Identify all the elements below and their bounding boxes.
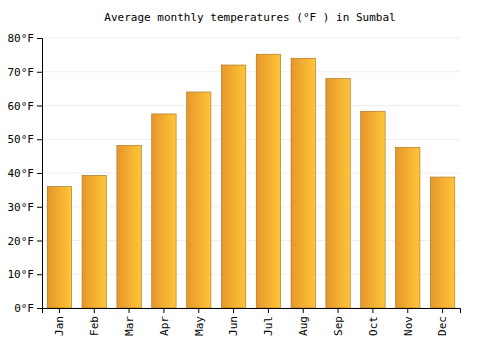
x-tick: Oct xyxy=(367,308,380,336)
grid-line xyxy=(42,105,460,106)
x-tick-mark xyxy=(442,308,443,313)
bar xyxy=(361,111,385,308)
x-tick: Mar xyxy=(123,308,136,336)
y-tick-label: 70°F xyxy=(8,66,35,79)
bar xyxy=(396,147,420,308)
y-axis-line xyxy=(37,39,43,309)
x-tick-mark xyxy=(338,308,339,313)
x-tick-mark xyxy=(129,308,130,313)
x-tick-label: May xyxy=(193,316,206,336)
y-tick-mark xyxy=(37,72,42,73)
grid xyxy=(42,38,460,308)
grid-line xyxy=(42,71,460,72)
bar xyxy=(256,54,280,308)
y-tick: 0°F xyxy=(14,302,42,315)
y-tick-mark xyxy=(37,139,42,140)
y-tick-label: 80°F xyxy=(8,32,35,45)
x-tick-label: Jul xyxy=(262,316,275,336)
bar xyxy=(152,114,176,308)
bar xyxy=(47,187,71,309)
x-tick: Feb xyxy=(88,308,101,336)
y-tick: 60°F xyxy=(8,100,43,113)
x-tick-label: Aug xyxy=(297,316,310,336)
x-tick: Jun xyxy=(227,308,240,336)
x-tick: Jul xyxy=(262,308,275,336)
y-tick-label: 30°F xyxy=(8,201,35,214)
grid-line xyxy=(42,139,460,140)
bar xyxy=(326,79,350,309)
y-tick-label: 60°F xyxy=(8,100,35,113)
y-tick-mark xyxy=(37,308,42,309)
bar xyxy=(291,58,315,308)
plot-area: 0°F 10°F 20°F 30°F 40°F 50°F 60°F 70°F 80°F Jan Fe… xyxy=(8,32,461,336)
x-tick-label: Oct xyxy=(367,316,380,336)
x-tick-label: Dec xyxy=(436,316,449,336)
x-tick-mark xyxy=(94,308,95,313)
x-tick-label: Mar xyxy=(123,316,136,336)
y-tick: 80°F xyxy=(8,32,43,45)
y-tick: 20°F xyxy=(8,235,43,248)
y-tick-label: 50°F xyxy=(8,133,35,146)
y-tick: 50°F xyxy=(8,133,43,146)
x-tick: Dec xyxy=(436,308,449,336)
x-tick: Jan xyxy=(53,308,66,336)
y-tick-label: 10°F xyxy=(8,268,35,281)
y-tick-label: 20°F xyxy=(8,235,35,248)
chart-svg: Average monthly temperatures (°F ) in Su… xyxy=(0,0,500,350)
grid-line xyxy=(42,38,460,39)
x-tick-mark xyxy=(163,308,164,313)
x-tick-label: Apr xyxy=(158,316,171,336)
bar xyxy=(221,65,245,308)
x-tick-label: Nov xyxy=(402,316,415,336)
x-tick: Nov xyxy=(402,308,415,336)
chart-container: Average monthly temperatures (°F ) in Su… xyxy=(0,0,500,350)
x-tick-mark xyxy=(407,308,408,313)
bar xyxy=(187,92,211,308)
y-axis: 0°F 10°F 20°F 30°F 40°F 50°F 60°F 70°F 80°F xyxy=(8,32,43,315)
y-tick-mark xyxy=(37,173,42,174)
x-tick: Sep xyxy=(332,308,345,336)
x-tick: Aug xyxy=(297,308,310,336)
y-tick: 40°F xyxy=(8,167,43,180)
x-tick-label: Sep xyxy=(332,316,345,336)
x-tick-mark xyxy=(59,308,60,313)
y-tick: 70°F xyxy=(8,66,43,79)
y-tick-label: 0°F xyxy=(14,302,34,315)
bar xyxy=(117,145,141,308)
y-tick-mark xyxy=(37,274,42,275)
y-tick-label: 40°F xyxy=(8,167,35,180)
y-tick-mark xyxy=(37,207,42,208)
y-tick-mark xyxy=(37,106,42,107)
x-tick: May xyxy=(193,308,206,336)
x-axis-line xyxy=(43,309,461,314)
x-tick-label: Feb xyxy=(88,316,101,336)
x-tick-mark xyxy=(303,308,304,313)
x-tick-mark xyxy=(372,308,373,313)
x-tick-mark xyxy=(233,308,234,313)
x-tick: Apr xyxy=(158,308,171,336)
chart-title: Average monthly temperatures (°F ) in Su… xyxy=(104,11,395,24)
bars xyxy=(47,54,455,308)
y-tick-mark xyxy=(37,241,42,242)
bar xyxy=(430,177,454,308)
y-tick-mark xyxy=(37,38,42,39)
x-tick-label: Jan xyxy=(53,316,66,336)
x-tick-label: Jun xyxy=(227,316,240,336)
y-tick: 30°F xyxy=(8,201,43,214)
x-tick-mark xyxy=(198,308,199,313)
bar xyxy=(82,175,106,308)
x-tick-mark xyxy=(268,308,269,313)
x-axis: Jan Feb Mar Apr May Jun Jul Aug Sep Oct Nov Dec xyxy=(43,308,461,336)
y-tick: 10°F xyxy=(8,268,43,281)
